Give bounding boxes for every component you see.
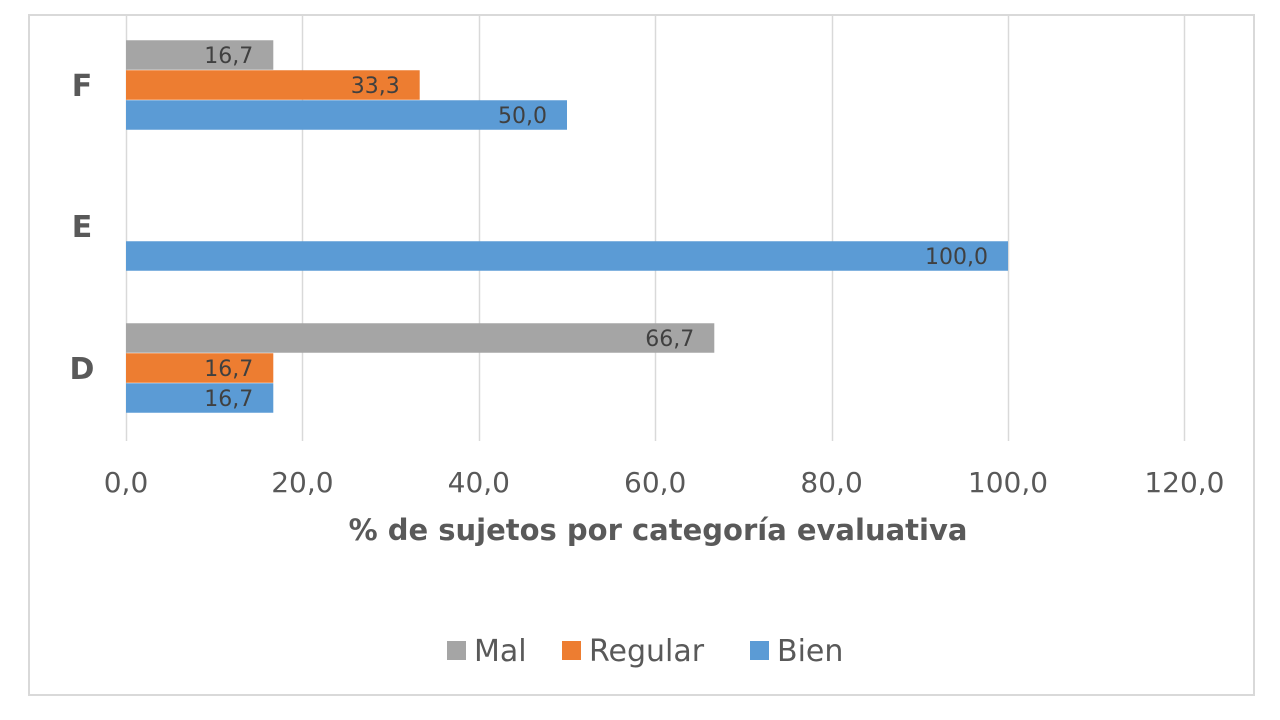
category-label: D xyxy=(70,352,95,387)
x-tick-label: 20,0 xyxy=(271,466,333,499)
data-label: 16,7 xyxy=(204,44,253,69)
legend-swatch-bien xyxy=(750,641,769,660)
x-tick-label: 40,0 xyxy=(448,466,510,499)
bar-bien xyxy=(126,241,1008,271)
legend-label: Mal xyxy=(474,634,527,669)
x-tick-labels: 0,0 20,0 40,0 60,0 80,0 100,0 120,0 xyxy=(104,466,1225,499)
x-tick-label: 60,0 xyxy=(624,466,686,499)
data-label: 66,7 xyxy=(645,327,694,352)
data-label: 33,3 xyxy=(351,74,400,99)
legend-label: Bien xyxy=(777,634,843,669)
x-axis-title: % de sujetos por categoría evaluativa xyxy=(349,513,968,547)
legend: Mal Regular Bien xyxy=(447,634,843,669)
category-label: F xyxy=(72,69,93,104)
bar-bien xyxy=(126,100,567,130)
x-tick-label: 100,0 xyxy=(968,466,1048,499)
bar-bien xyxy=(126,383,274,413)
bar-regular xyxy=(126,353,274,383)
category-label: E xyxy=(72,210,93,245)
legend-label: Regular xyxy=(589,634,705,669)
data-label: 16,7 xyxy=(204,387,253,412)
bar-mal xyxy=(126,40,274,70)
bars: 66,7 16,7 16,7 100,0 16,7 33,3 50,0 xyxy=(126,40,1008,413)
x-tick-label: 0,0 xyxy=(104,466,149,499)
bar-regular xyxy=(126,70,420,100)
category-labels: D E F xyxy=(70,69,95,387)
data-label: 100,0 xyxy=(925,245,988,270)
bar-mal xyxy=(126,323,715,353)
legend-swatch-regular xyxy=(562,641,581,660)
legend-swatch-mal xyxy=(447,641,466,660)
data-label: 16,7 xyxy=(204,357,253,382)
data-label: 50,0 xyxy=(498,104,547,129)
x-tick-label: 80,0 xyxy=(800,466,862,499)
x-tick-label: 120,0 xyxy=(1144,466,1224,499)
